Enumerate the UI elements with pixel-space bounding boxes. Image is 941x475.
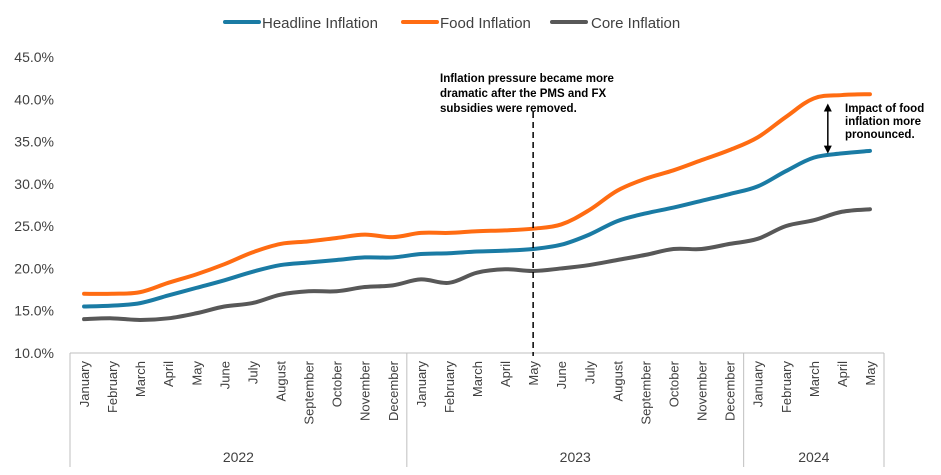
x-tick-label: November (695, 360, 710, 421)
x-tick-label: January (414, 361, 429, 408)
legend-label-core-inflation: Core Inflation (591, 15, 680, 32)
x-tick-label: April (498, 361, 513, 387)
x-tick-label: October (330, 360, 345, 407)
x-tick-label: October (666, 360, 681, 407)
x-tick-label: November (358, 360, 373, 421)
x-tick-label: April (835, 361, 850, 387)
legend-label-headline-inflation: Headline Inflation (262, 15, 378, 32)
legend-label-food-inflation: Food Inflation (440, 15, 531, 32)
series-lines (82, 92, 872, 323)
annotation-text-food-impact: Impact of food (845, 103, 924, 115)
x-tick-label: July (245, 361, 260, 385)
x-tick-label: February (779, 361, 794, 414)
food-impact-arrowhead-up (823, 103, 832, 112)
x-tick-label: May (189, 361, 204, 386)
y-tick-label: 35.0% (14, 134, 54, 150)
y-tick-label: 10.0% (14, 345, 54, 361)
annotation-text-pms-fx: dramatic after the PMS and FX (440, 88, 606, 100)
core-inflation-line (82, 207, 872, 323)
x-tick-label: May (526, 361, 541, 386)
x-tick-label: September (302, 360, 317, 424)
x-tick-label: February (442, 361, 457, 414)
y-tick-label: 30.0% (14, 176, 54, 192)
x-tick-label: January (751, 361, 766, 408)
y-tick-label: 20.0% (14, 260, 54, 276)
x-tick-label: March (470, 361, 485, 397)
annotation-text-food-impact: inflation more (845, 116, 921, 128)
x-tick-label: March (133, 361, 148, 397)
legend: Headline Inflation Food Inflation Core Inf… (223, 15, 680, 32)
x-tick-label: January (77, 361, 92, 408)
y-axis: 10.0% 15.0% 20.0% 25.0% 30.0% 35.0% 40.0% 45.0% (14, 49, 54, 361)
annotation-text-pms-fx: subsidies were removed. (440, 103, 577, 115)
x-tick-label: September (638, 360, 653, 424)
x-tick-label: July (582, 361, 597, 385)
x-tick-label: August (274, 361, 289, 402)
x-tick-label: December (386, 360, 401, 421)
x-tick-label: June (554, 361, 569, 389)
y-tick-label: 15.0% (14, 303, 54, 319)
y-tick-label: 25.0% (14, 218, 54, 234)
x-tick-label: February (105, 361, 120, 414)
x-tick-label: June (217, 361, 232, 389)
annotations: Inflation pressure became more dramatic a… (440, 73, 924, 356)
annotation-text-pms-fx: Inflation pressure became more (440, 73, 614, 85)
y-tick-label: 45.0% (14, 49, 54, 65)
x-tick-label: December (723, 360, 738, 421)
y-tick-label: 40.0% (14, 91, 54, 107)
food-impact-arrowhead-down (823, 145, 832, 154)
food-inflation-line (82, 92, 872, 296)
x-tick-label: May (863, 361, 878, 386)
x-axis: January February March April May June July Augu… (69, 352, 885, 467)
x-tick-label: August (610, 361, 625, 402)
year-label: 2022 (223, 449, 254, 465)
x-tick-label: April (161, 361, 176, 387)
annotation-text-food-impact: pronounced. (845, 129, 915, 141)
headline-inflation-line (82, 148, 872, 309)
x-tick-label: March (807, 361, 822, 397)
year-label: 2023 (560, 449, 591, 465)
year-label: 2024 (798, 449, 829, 465)
